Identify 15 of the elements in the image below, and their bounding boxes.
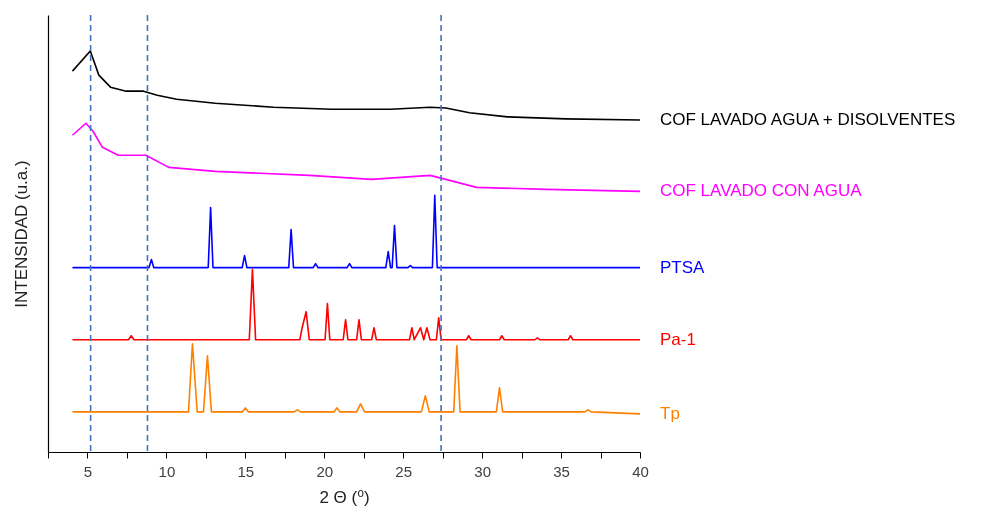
- series-label: Pa-1: [660, 329, 696, 349]
- x-tick-label: 5: [83, 462, 93, 480]
- x-axis-title: 2 Θ (⁰): [319, 487, 370, 507]
- x-tick-label: 20: [316, 462, 334, 480]
- x-tick-label: 25: [395, 462, 413, 480]
- x-tick-label: 40: [632, 462, 649, 480]
- series-label: PTSA: [660, 257, 706, 277]
- x-tick-label: 10: [158, 462, 176, 480]
- series-label: COF LAVADO AGUA + DISOLVENTES: [660, 110, 956, 130]
- series-label: COF LAVADO CON AGUA: [660, 181, 863, 201]
- x-tick-label: 30: [474, 462, 491, 480]
- y-axis-title: INTENSIDAD (u.a.): [11, 160, 31, 308]
- x-tick-label: 15: [237, 462, 255, 480]
- x-tick-label: 35: [553, 462, 570, 480]
- series-label: Tp: [660, 403, 680, 423]
